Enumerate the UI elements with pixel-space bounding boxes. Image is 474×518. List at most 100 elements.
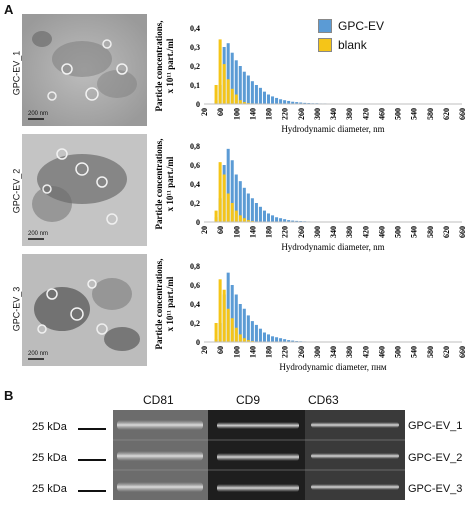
bar-blank [230, 318, 234, 342]
y-tick-label: 0,4 [190, 180, 200, 189]
x-tick-label: 540 [410, 346, 419, 358]
y-tick-label: 0,4 [190, 24, 200, 33]
legend-label-gpc-ev: GPC-EV [338, 18, 385, 33]
bar-gpc-ev [287, 340, 291, 342]
y-axis-label-line1: Particle concentrations, [154, 21, 164, 112]
legend-item-blank: blank [318, 35, 384, 54]
bar-gpc-ev [238, 304, 242, 342]
y-tick-label: 0,1 [190, 81, 200, 90]
bar-blank [222, 289, 226, 342]
y-axis-label-line2: x 10¹¹ part./ml [165, 156, 175, 211]
bar-gpc-ev [246, 75, 250, 104]
panel-a-label: A [4, 2, 14, 17]
histogram-chart-3: Particle concentrations, x 10¹¹ part./ml 0… [150, 246, 474, 372]
x-tick-label: 100 [232, 226, 241, 238]
x-tick-label: 620 [442, 108, 451, 120]
x-tick-label: 140 [248, 226, 257, 238]
marker-label-3: 25 kDa [32, 483, 67, 495]
blot-sample-label-1: GPC-EV_1 [408, 420, 463, 432]
bar-gpc-ev [250, 321, 254, 342]
histogram-chart-2: Particle concentrations, x 10¹¹ part./ml 0… [150, 126, 474, 252]
x-tick-label: 420 [361, 226, 370, 238]
y-axis-label-line2: x 10¹¹ part./ml [165, 38, 175, 93]
bar-gpc-ev [287, 220, 291, 222]
y-tick-label: 0 [196, 218, 200, 227]
bar-gpc-ev [258, 328, 262, 342]
bar-gpc-ev [254, 85, 258, 104]
bar-blank [242, 102, 246, 104]
x-tick-label: 300 [313, 346, 322, 358]
bar-gpc-ev [291, 101, 295, 104]
bar-blank [218, 39, 222, 104]
bar-gpc-ev [254, 203, 258, 222]
bar-gpc-ev [258, 206, 262, 222]
blot-column-cd9: CD9 [236, 393, 261, 407]
blot-column-cd81: CD81 [143, 393, 174, 407]
x-tick-label: 460 [377, 346, 386, 358]
marker-line-1 [78, 428, 106, 430]
legend-label-blank: blank [338, 37, 367, 52]
x-tick-label: 500 [394, 226, 403, 238]
x-tick-label: 380 [345, 346, 354, 358]
y-tick-label: 0,8 [190, 262, 200, 271]
bar-gpc-ev [291, 220, 295, 222]
bar-blank [234, 210, 238, 222]
bar-blank [226, 193, 230, 222]
bar-gpc-ev [295, 102, 299, 104]
x-tick-label: 540 [410, 108, 419, 120]
x-tick-label: 140 [248, 108, 257, 120]
bar-blank [242, 338, 246, 342]
y-axis-label-line1: Particle concentrations, [154, 259, 164, 350]
legend-swatch-blank [318, 37, 332, 52]
x-tick-label: 20 [200, 346, 209, 354]
chart-legend: GPC-EV blank [318, 16, 384, 54]
x-tick-label: 380 [345, 108, 354, 120]
bar-gpc-ev [226, 43, 230, 104]
histogram-chart-1: Particle concentrations, x 10¹¹ part./ml 0… [150, 8, 474, 134]
bar-blank [234, 327, 238, 342]
y-tick-label: 0,3 [190, 43, 200, 52]
bar-blank [214, 323, 218, 342]
y-tick-label: 0,8 [190, 142, 200, 151]
scalebar-label-3: 200 nm [28, 351, 48, 357]
y-tick-label: 0 [196, 338, 200, 347]
bar-gpc-ev [275, 337, 279, 342]
x-tick-label: 300 [313, 226, 322, 238]
y-tick-label: 0,2 [190, 62, 200, 71]
bar-gpc-ev [262, 332, 266, 342]
y-tick-label: 0,2 [190, 199, 200, 208]
x-tick-label: 580 [426, 346, 435, 358]
tem-micrograph-1: 200 nm [22, 14, 147, 126]
x-tick-label: 140 [248, 346, 257, 358]
western-blot-image [113, 410, 405, 500]
histogram-svg-2: Particle concentrations, x 10¹¹ part./ml 0… [154, 139, 467, 252]
x-tick-label: 500 [394, 108, 403, 120]
bar-gpc-ev [271, 96, 275, 104]
bar-blank [218, 279, 222, 342]
x-tick-label: 340 [329, 346, 338, 358]
bar-gpc-ev [283, 100, 287, 104]
x-tick-label: 460 [377, 108, 386, 120]
bar-gpc-ev [258, 87, 262, 104]
bar-blank [226, 308, 230, 342]
row-label-3: GPC-EV_3 [11, 286, 22, 332]
tem-micrograph-2: 200 nm [22, 134, 147, 246]
tem-micrograph-3: 200 nm [22, 254, 147, 366]
bar-gpc-ev [266, 334, 271, 342]
bar-gpc-ev [299, 102, 303, 104]
x-tick-label: 20 [200, 108, 209, 116]
blot-sample-label-2: GPC-EV_2 [408, 452, 463, 464]
x-tick-label: 260 [297, 226, 306, 238]
bar-gpc-ev [275, 97, 279, 104]
bar-gpc-ev [242, 187, 246, 222]
bar-blank [230, 203, 234, 222]
x-tick-label: 660 [458, 108, 467, 120]
bar-blank [238, 100, 242, 104]
bar-gpc-ev [226, 272, 230, 342]
x-tick-label: 220 [281, 226, 290, 238]
legend-swatch-gpc-ev [318, 18, 332, 33]
histogram-svg-3: Particle concentrations, x 10¹¹ part./ml 0… [154, 259, 467, 372]
bar-blank [214, 85, 218, 104]
bar-blank [242, 218, 246, 222]
x-tick-label: 220 [281, 346, 290, 358]
